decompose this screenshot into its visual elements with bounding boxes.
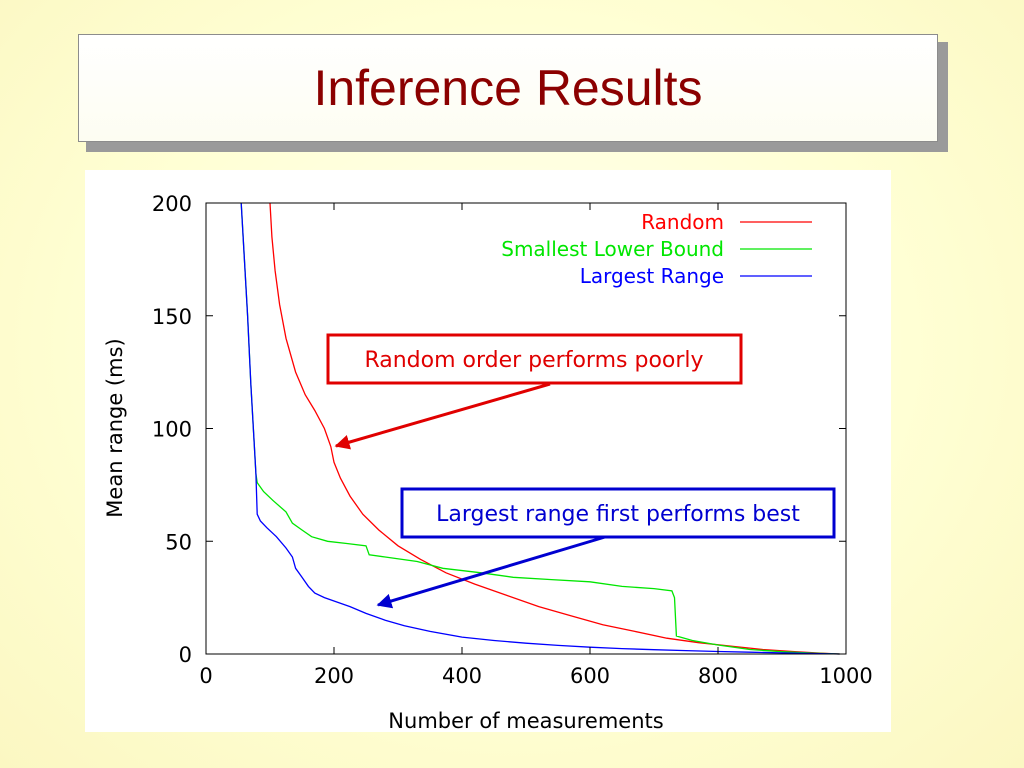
plot-frame: [205, 202, 847, 655]
title-box: Inference Results: [78, 34, 938, 142]
series-line-smallest-lower-bound: [240, 202, 840, 655]
y-tick-label: 150: [152, 305, 192, 329]
legend-label: Largest Range: [580, 264, 724, 288]
series-layer: [240, 202, 840, 655]
x-tick-label: 400: [442, 664, 482, 688]
line-chart: 0 200 400 600 800 1000 0 50 100 150 200 Number of …: [103, 192, 873, 733]
y-tick-label: 0: [179, 643, 192, 667]
y-tick-label: 200: [152, 192, 192, 216]
x-tick-label: 1000: [819, 664, 872, 688]
series-line-random: [269, 202, 840, 655]
y-tick-label: 50: [165, 530, 192, 554]
x-tick-label: 200: [314, 664, 354, 688]
legend-label: Smallest Lower Bound: [501, 237, 724, 261]
y-axis-label: Mean range (ms): [103, 338, 127, 517]
series-line-largest-range: [240, 202, 840, 655]
red-callout-text: Random order performs poorly: [364, 348, 703, 373]
legend: Random Smallest Lower Bound Largest Range: [501, 210, 812, 288]
red-callout-arrow: [334, 382, 551, 450]
y-tick-label: 100: [152, 418, 192, 442]
chart-panel: 0 200 400 600 800 1000 0 50 100 150 200 Number of …: [85, 170, 891, 733]
x-tick-label: 600: [570, 664, 610, 688]
x-tick-label: 800: [698, 664, 738, 688]
x-axis-label: Number of measurements: [388, 709, 663, 732]
legend-label: Random: [641, 210, 724, 234]
slide-title: Inference Results: [313, 60, 703, 116]
blue-callout-text: Largest range first performs best: [436, 502, 800, 527]
axis-ticks: 0 200 400 600 800 1000 0 50 100 150 200: [152, 192, 873, 688]
x-tick-label: 0: [199, 664, 212, 688]
blue-callout-box: [400, 487, 836, 539]
red-callout-box: [326, 333, 743, 385]
blue-callout-arrow: [376, 535, 606, 609]
